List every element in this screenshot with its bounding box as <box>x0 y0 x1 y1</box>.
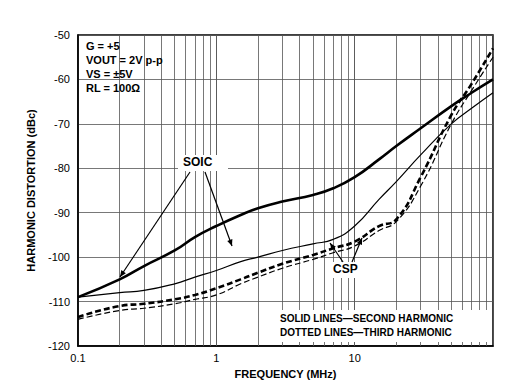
svg-text:VOUT = 2V p-p: VOUT = 2V p-p <box>86 54 163 66</box>
svg-text:-70: -70 <box>54 118 70 130</box>
svg-text:-90: -90 <box>54 207 70 219</box>
svg-text:VS = ±5V: VS = ±5V <box>86 68 133 80</box>
svg-text:CSP: CSP <box>333 262 358 276</box>
svg-text:-80: -80 <box>54 162 70 174</box>
svg-text:G = +5: G = +5 <box>86 40 120 52</box>
svg-text:DOTTED LINES—THIRD HARMONIC: DOTTED LINES—THIRD HARMONIC <box>280 327 452 338</box>
svg-text:FREQUENCY (MHz): FREQUENCY (MHz) <box>235 368 337 380</box>
svg-text:-110: -110 <box>49 296 70 308</box>
svg-text:HARMONIC DISTORTION (dBc): HARMONIC DISTORTION (dBc) <box>25 109 37 272</box>
svg-text:SOIC: SOIC <box>183 155 213 169</box>
svg-text:1: 1 <box>213 352 219 364</box>
svg-text:-60: -60 <box>54 73 70 85</box>
svg-text:10: 10 <box>349 352 361 364</box>
svg-text:SOLID LINES—SECOND HARMONIC: SOLID LINES—SECOND HARMONIC <box>280 313 453 324</box>
svg-text:RL = 100Ω: RL = 100Ω <box>86 82 140 94</box>
svg-text:0.1: 0.1 <box>70 352 85 364</box>
svg-text:-50: -50 <box>54 29 70 41</box>
svg-text:-100: -100 <box>48 251 70 263</box>
svg-text:-120: -120 <box>48 340 70 352</box>
